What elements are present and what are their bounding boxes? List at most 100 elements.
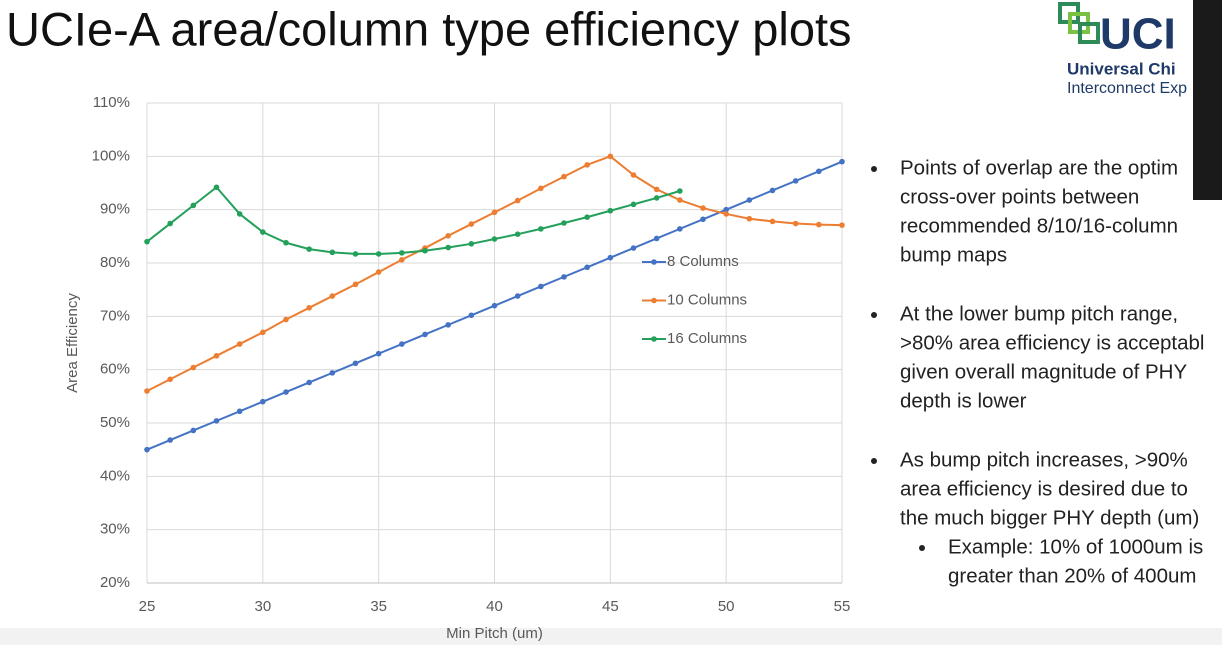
y-tick-label: 40%: [100, 467, 130, 484]
data-point: [816, 168, 822, 175]
data-point: [468, 312, 475, 319]
data-point: [769, 218, 776, 225]
data-point: [375, 350, 382, 357]
data-point: [607, 207, 614, 214]
logo-line: Universal Chi: [1067, 59, 1176, 78]
data-point: [329, 293, 336, 299]
bullet-text: At the lower bump pitch range,: [900, 302, 1178, 325]
x-tick-label: 30: [254, 598, 271, 615]
y-tick-label: 90%: [100, 201, 130, 218]
y-tick-label: 110%: [93, 94, 130, 111]
bullet-text: bump maps: [900, 243, 1007, 266]
data-point: [607, 153, 614, 160]
bullet-dot: [871, 166, 877, 172]
data-point: [236, 408, 243, 415]
slide-title: UCIe-A area/column type efficiency plots: [6, 2, 852, 55]
data-point: [792, 178, 799, 184]
legend-label: 10 Columns: [667, 291, 747, 308]
data-point: [445, 233, 451, 239]
data-point: [283, 316, 289, 323]
data-point: [375, 269, 382, 275]
data-point: [746, 197, 753, 203]
data-point: [190, 427, 197, 434]
data-point: [491, 236, 498, 242]
y-axis-title: Area Efficiency: [64, 293, 81, 393]
data-point: [144, 446, 150, 453]
bullet-text: the much bigger PHY depth (um): [900, 506, 1199, 529]
data-point: [190, 364, 197, 371]
bullets: Points of overlap are the optim cross-ove…: [871, 156, 1204, 587]
data-point: [213, 418, 220, 424]
bullet-dot: [871, 458, 877, 464]
legend-swatch: [651, 336, 657, 342]
legend-swatch: [651, 297, 657, 304]
data-point: [329, 370, 336, 376]
logo-line: Interconnect Exp: [1067, 80, 1187, 97]
data-point: [816, 221, 822, 228]
x-tick-label: 55: [834, 598, 851, 615]
series-line: [146, 186, 681, 255]
data-point: [422, 331, 428, 338]
legend-label: 8 Columns: [667, 253, 739, 270]
data-point: [468, 241, 475, 247]
legend-label: 16 Columns: [667, 330, 747, 347]
data-point: [584, 264, 590, 271]
data-point: [653, 195, 660, 201]
data-point: [700, 205, 706, 211]
data-point: [213, 184, 220, 191]
data-point: [167, 376, 173, 383]
data-point: [653, 235, 660, 242]
data-point: [700, 216, 706, 223]
bullet-text: Example: 10% of 1000um is: [948, 535, 1203, 558]
data-point: [607, 254, 614, 261]
logo-square: [1078, 22, 1100, 44]
x-tick-label: 35: [370, 598, 387, 615]
data-point: [422, 247, 428, 254]
y-tick-label: 100%: [92, 147, 130, 164]
data-point: [538, 226, 544, 232]
data-point: [538, 185, 544, 192]
bottom-strip: [0, 628, 1222, 645]
data-point: [746, 215, 753, 222]
data-point: [653, 186, 660, 193]
data-point: [236, 211, 243, 217]
data-point: [399, 250, 405, 256]
bullet-dot: [871, 312, 877, 318]
bullet-text: cross-over points between: [900, 185, 1139, 208]
data-point: [584, 162, 590, 168]
bullet-text: As bump pitch increases, >90%: [900, 448, 1188, 471]
bullet-text: Points of overlap are the optim: [900, 156, 1178, 179]
data-point: [352, 251, 359, 257]
data-point: [260, 329, 266, 336]
data-point: [723, 206, 729, 213]
data-point: [491, 209, 498, 216]
data-point: [306, 379, 312, 386]
chart: 20% 30% 40% 50% 60% 70% 80% 90% 100% 110% 25 30 35 40…: [64, 94, 850, 642]
x-tick-label: 45: [602, 598, 619, 615]
data-point: [561, 274, 567, 280]
data-point: [630, 245, 637, 251]
data-point: [190, 202, 197, 209]
y-tick-label: 70%: [100, 307, 130, 324]
data-point: [445, 244, 451, 251]
bullet-text: greater than 20% of 400um: [948, 564, 1196, 587]
data-point: [514, 197, 521, 204]
data-point: [445, 322, 451, 328]
data-point: [514, 293, 521, 299]
data-point: [538, 283, 544, 290]
bullet-text: area efficiency is desired due to: [900, 477, 1188, 500]
data-point: [283, 239, 289, 246]
bullet-text: depth is lower: [900, 389, 1027, 412]
bullet-text: >80% area efficiency is acceptabl: [900, 331, 1204, 354]
data-point: [584, 214, 590, 220]
data-point: [677, 188, 683, 194]
x-tick-label: 25: [139, 598, 156, 615]
data-point: [468, 221, 475, 227]
data-point: [329, 249, 336, 256]
data-point: [260, 398, 266, 405]
y-tick-label: 20%: [100, 574, 130, 591]
y-tick-label: 30%: [100, 521, 130, 538]
data-point: [630, 201, 637, 208]
